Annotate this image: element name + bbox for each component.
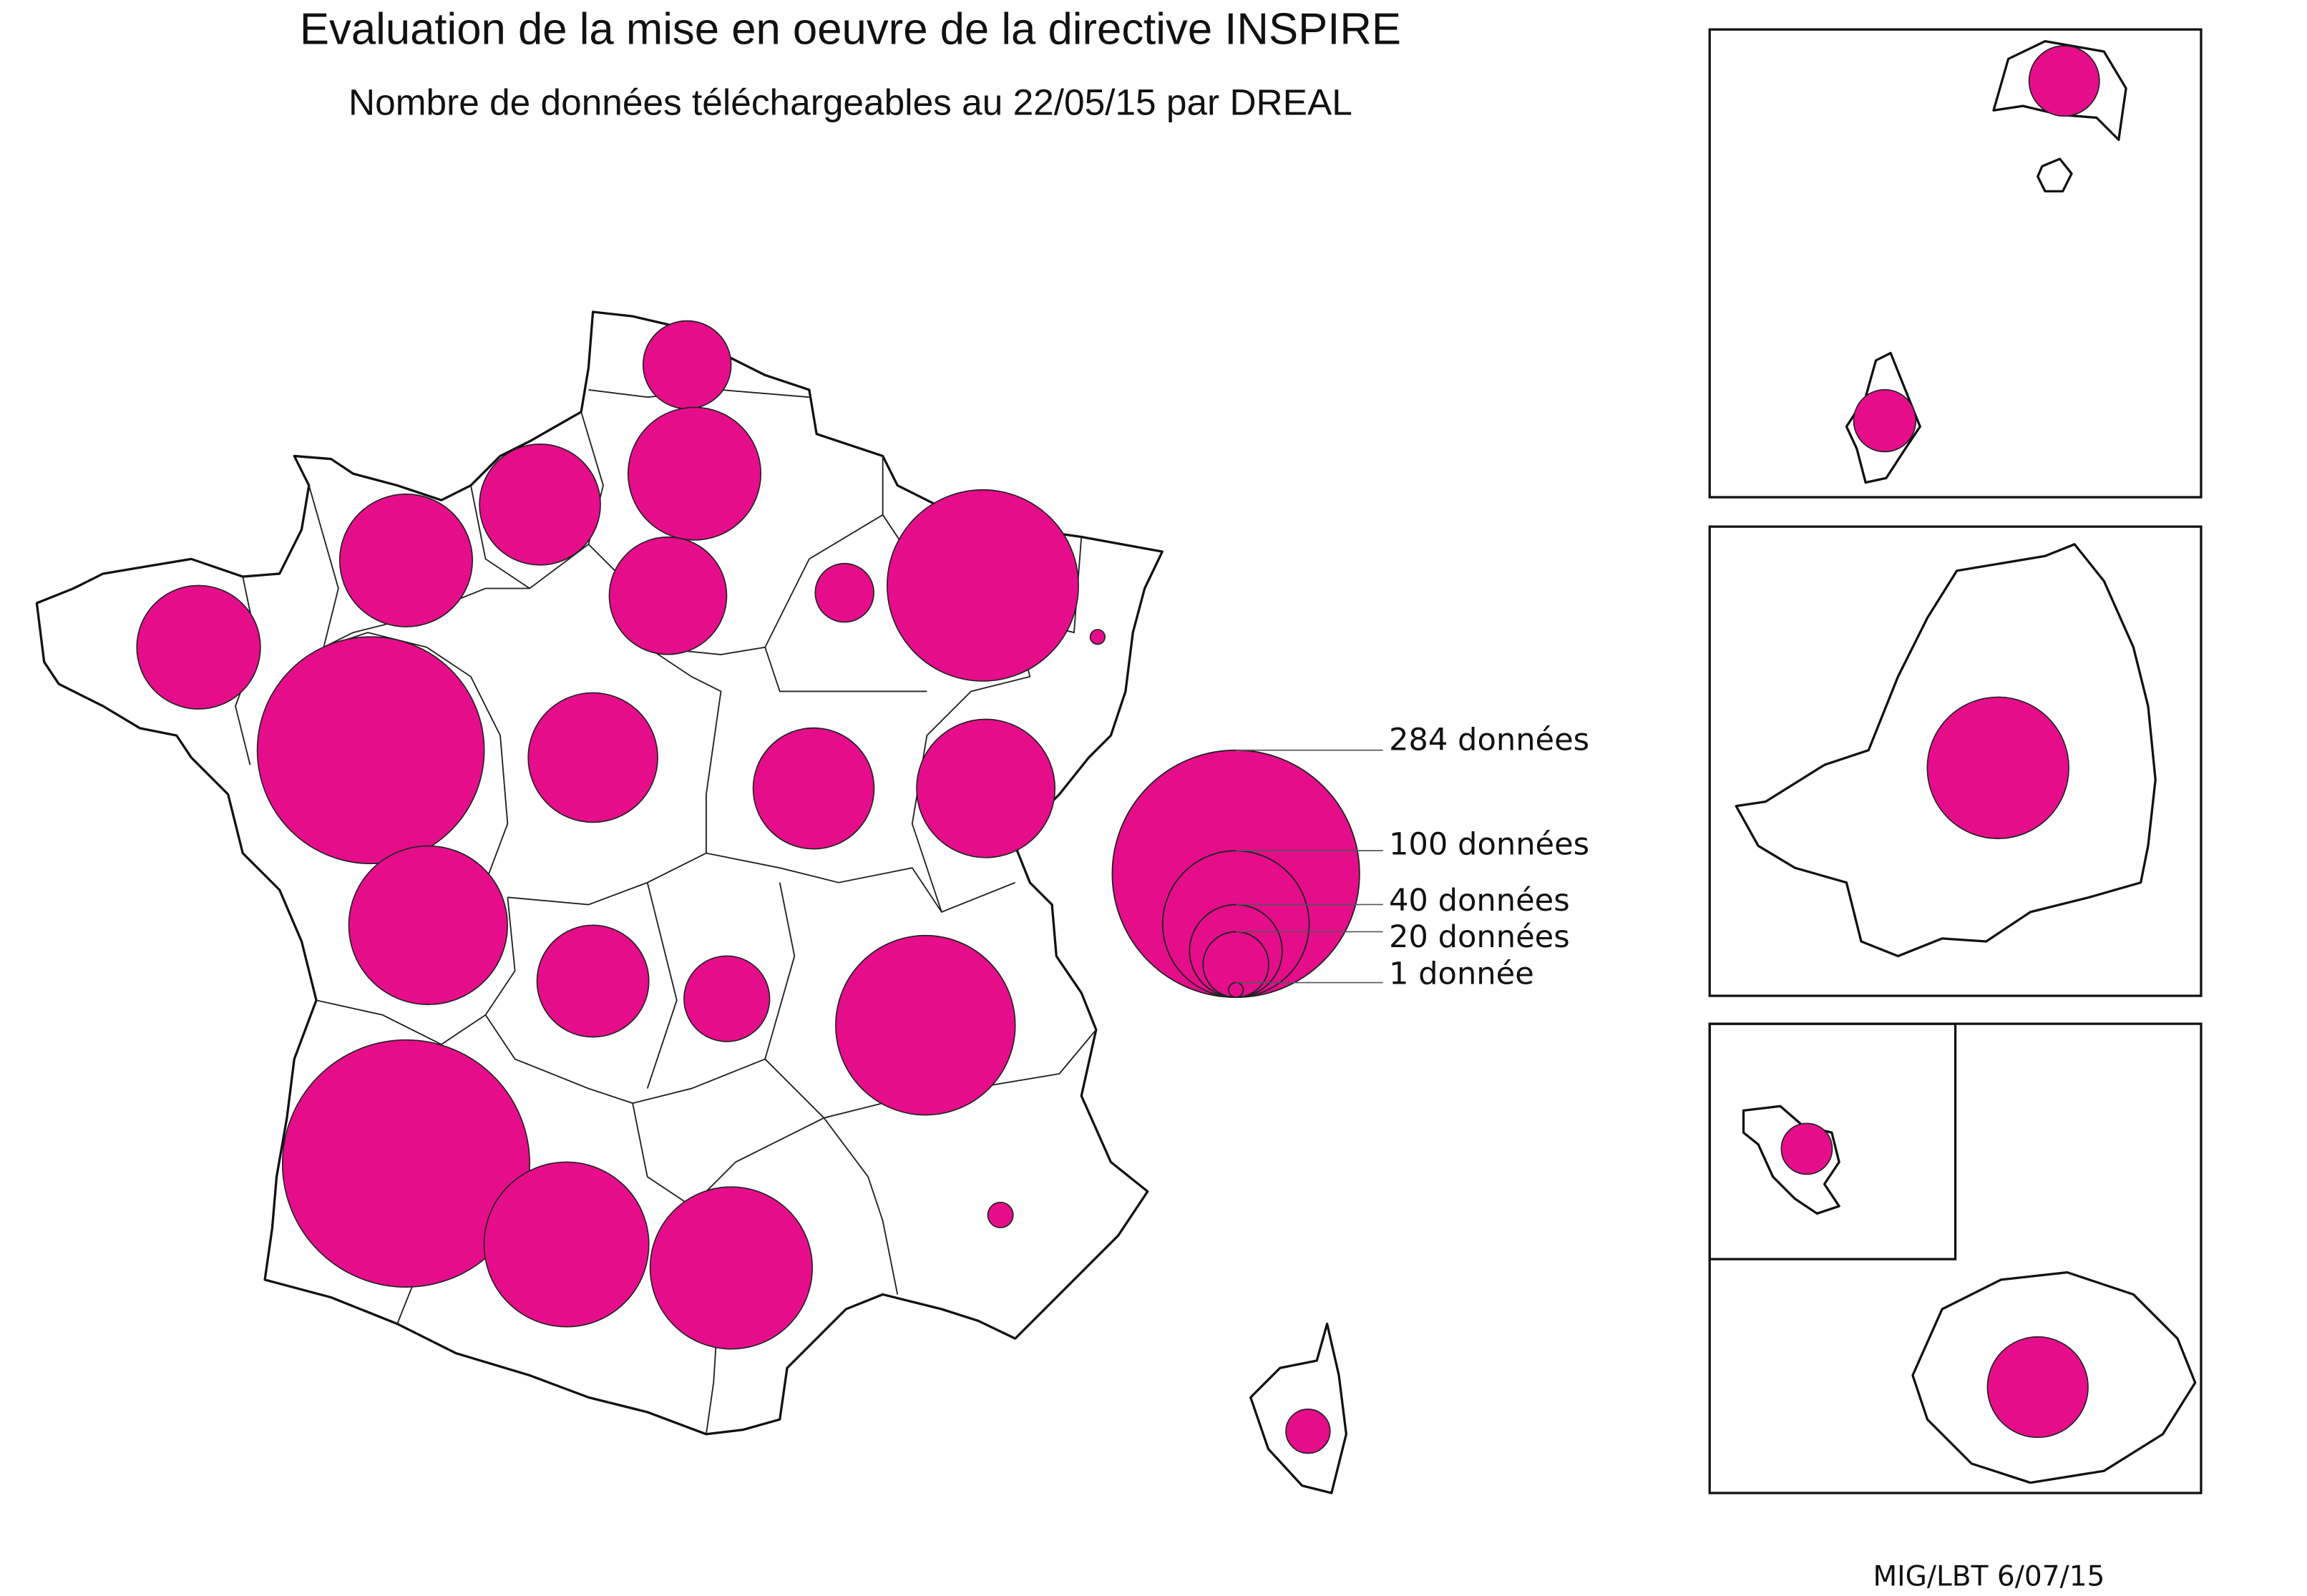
bubble-bretagne <box>136 584 261 710</box>
inset-box-1 <box>1708 28 2203 499</box>
bubble-corse <box>1285 1408 1331 1454</box>
legend: 284 données 100 données 40 données 20 do… <box>1111 723 1589 999</box>
bubble-poitou-charentes <box>348 845 508 1006</box>
map-subtitle: Nombre de données téléchargeables au 22/… <box>348 81 1352 122</box>
bubble-champagne-ardenne <box>814 562 874 623</box>
bubble-midi-pyrenees <box>483 1161 650 1328</box>
inset-box-3-sub <box>1708 1022 1957 1260</box>
island-outline <box>2037 157 2073 192</box>
legend-label-40: 40 données <box>1389 883 1570 919</box>
bubble-ile-de-france <box>608 536 728 655</box>
bubble-inset-1-north <box>2028 45 2100 117</box>
bubble-basse-normandie <box>338 493 474 627</box>
inset-box-2 <box>1708 525 2203 997</box>
corse-outline <box>1249 1322 1347 1494</box>
bubble-languedoc-roussillon <box>649 1186 814 1350</box>
legend-label-20: 20 données <box>1389 919 1570 955</box>
legend-label-284: 284 données <box>1389 723 1589 758</box>
bubble-inset-3-large <box>1986 1336 2089 1439</box>
legend-label-1: 1 donnée <box>1389 956 1534 992</box>
bubble-aquitaine <box>281 1039 531 1288</box>
bubble-rhone-alpes <box>835 934 1016 1116</box>
bubble-picardie <box>627 406 762 541</box>
bubble-alsace <box>1089 629 1106 645</box>
bubble-lorraine <box>887 489 1079 682</box>
map-title: Evaluation de la mise en oeuvre de la di… <box>300 5 1401 54</box>
bubble-centre <box>527 692 658 823</box>
bubble-inset-1-south <box>1853 388 1917 453</box>
bubble-nord-pas-de-calais <box>642 320 732 410</box>
bubble-inset-3-small <box>1780 1122 1833 1175</box>
bubbles-layer <box>136 45 2100 1454</box>
legend-label-100: 100 données <box>1389 827 1589 863</box>
bubble-auvergne <box>683 955 771 1042</box>
bubble-pays-de-la-loire <box>256 636 485 865</box>
legend-circle-284 <box>1111 749 1360 999</box>
bubble-franche-comte <box>916 718 1056 858</box>
bubble-haute-normandie <box>479 443 601 566</box>
bubble-limousin <box>536 924 650 1038</box>
credit: MIG/LBT 6/07/15 <box>1873 1561 2104 1593</box>
bubble-bourgogne <box>752 727 875 850</box>
bubble-provence-alpes-cote-d-azur <box>987 1201 1014 1228</box>
bubble-inset-2 <box>1926 696 2069 840</box>
